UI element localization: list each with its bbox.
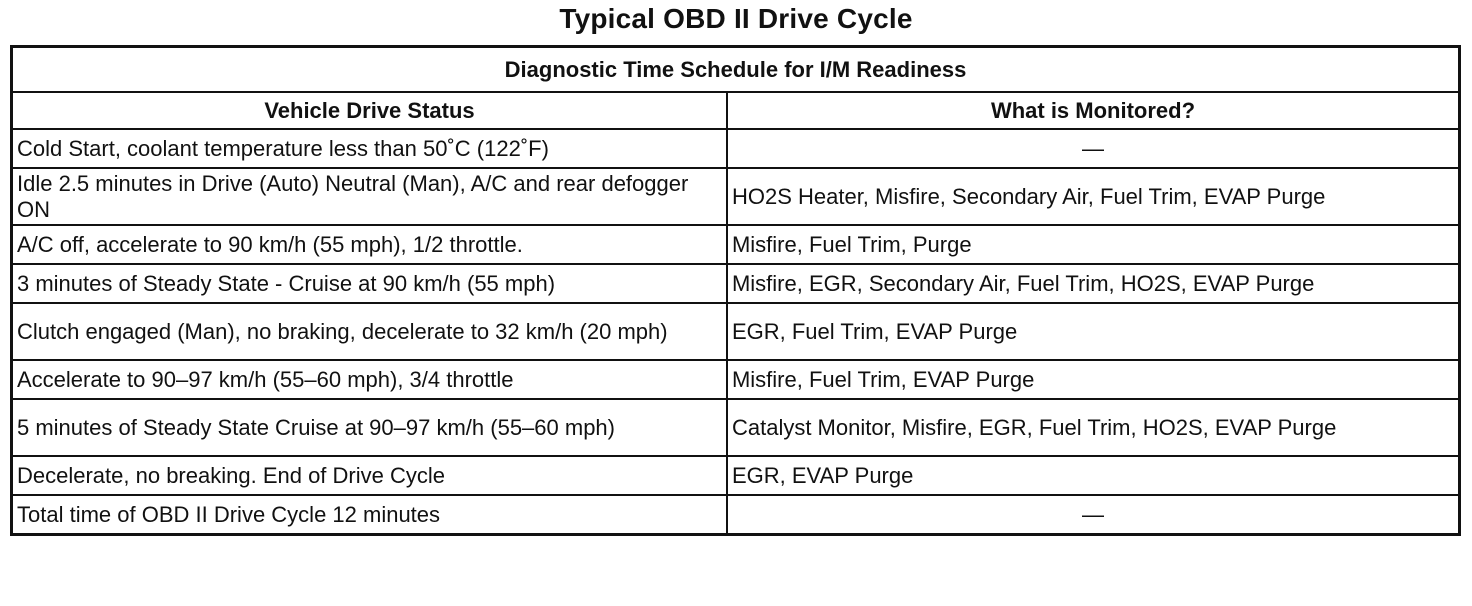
monitored-cell: EGR, EVAP Purge xyxy=(725,455,1461,496)
table-row: Accelerate to 90–97 km/h (55–60 mph), 3/… xyxy=(10,359,1461,400)
table-caption: Diagnostic Time Schedule for I/M Readine… xyxy=(10,45,1461,93)
drive-status-cell: Idle 2.5 minutes in Drive (Auto) Neutral… xyxy=(10,167,728,226)
table-row: 5 minutes of Steady State Cruise at 90–9… xyxy=(10,398,1461,457)
drive-cycle-table: Diagnostic Time Schedule for I/M Readine… xyxy=(10,45,1461,536)
drive-status-cell: Cold Start, coolant temperature less tha… xyxy=(10,128,728,169)
table-row: Total time of OBD II Drive Cycle 12 minu… xyxy=(10,494,1461,536)
header-what-is-monitored: What is Monitored? xyxy=(725,91,1461,130)
drive-status-cell: Accelerate to 90–97 km/h (55–60 mph), 3/… xyxy=(10,359,728,400)
monitored-cell: Misfire, Fuel Trim, Purge xyxy=(725,224,1461,265)
drive-status-cell: Total time of OBD II Drive Cycle 12 minu… xyxy=(10,494,728,536)
drive-status-cell: Clutch engaged (Man), no braking, decele… xyxy=(10,302,728,361)
monitored-cell: HO2S Heater, Misfire, Secondary Air, Fue… xyxy=(725,167,1461,226)
table-row: Cold Start, coolant temperature less tha… xyxy=(10,128,1461,169)
page-title: Typical OBD II Drive Cycle xyxy=(559,3,913,34)
monitored-cell: EGR, Fuel Trim, EVAP Purge xyxy=(725,302,1461,361)
monitored-cell: Misfire, EGR, Secondary Air, Fuel Trim, … xyxy=(725,263,1461,304)
drive-status-cell: Decelerate, no breaking. End of Drive Cy… xyxy=(10,455,728,496)
drive-status-cell: 5 minutes of Steady State Cruise at 90–9… xyxy=(10,398,728,457)
monitored-cell: Misfire, Fuel Trim, EVAP Purge xyxy=(725,359,1461,400)
table-row: Clutch engaged (Man), no braking, decele… xyxy=(10,302,1461,361)
drive-status-cell: 3 minutes of Steady State - Cruise at 90… xyxy=(10,263,728,304)
header-vehicle-drive-status: Vehicle Drive Status xyxy=(10,91,728,130)
table-row: Idle 2.5 minutes in Drive (Auto) Neutral… xyxy=(10,167,1461,226)
table-row: 3 minutes of Steady State - Cruise at 90… xyxy=(10,263,1461,304)
monitored-cell: — xyxy=(725,494,1461,536)
monitored-cell: — xyxy=(725,128,1461,169)
monitored-cell: Catalyst Monitor, Misfire, EGR, Fuel Tri… xyxy=(725,398,1461,457)
table-row: Decelerate, no breaking. End of Drive Cy… xyxy=(10,455,1461,496)
table-row: A/C off, accelerate to 90 km/h (55 mph),… xyxy=(10,224,1461,265)
drive-status-cell: A/C off, accelerate to 90 km/h (55 mph),… xyxy=(10,224,728,265)
